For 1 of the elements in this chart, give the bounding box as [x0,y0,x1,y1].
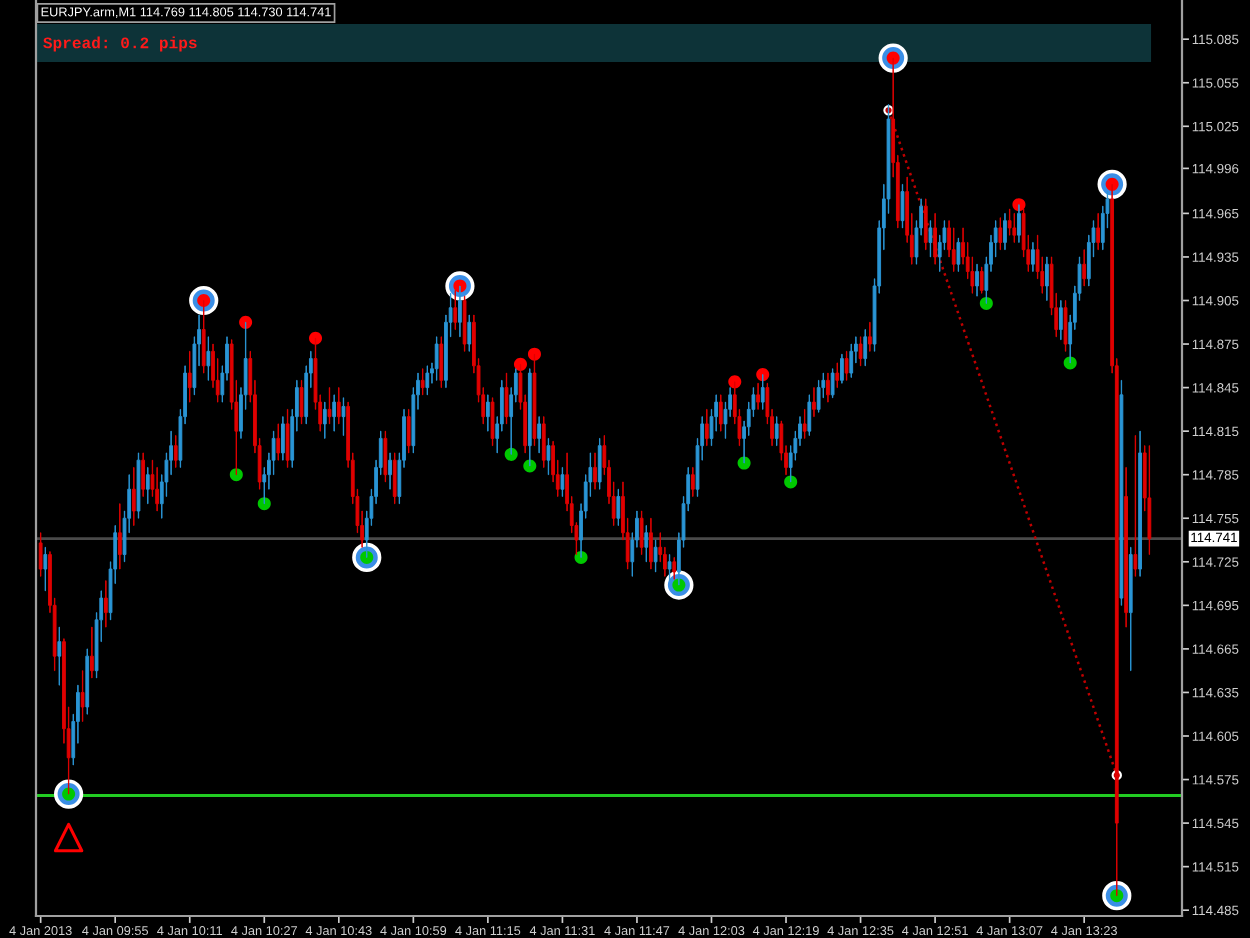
annotation: Spread: 0.2 pips [43,36,197,52]
